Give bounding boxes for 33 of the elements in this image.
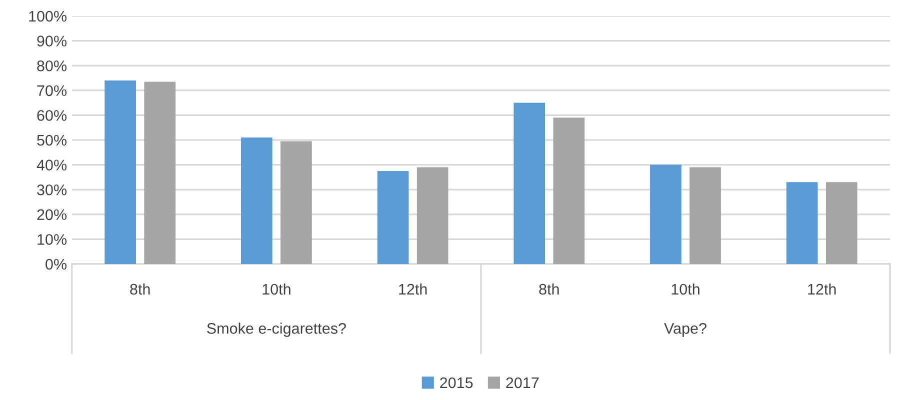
y-tick-label: 40%	[36, 160, 67, 170]
legend-label: 2017	[506, 377, 539, 388]
x-tick-label: 8th	[539, 283, 559, 295]
bar	[377, 171, 409, 264]
bar	[280, 141, 312, 264]
x-tick-label: 10th	[672, 283, 700, 295]
y-tick-label: 20%	[37, 209, 67, 220]
legend-label: 2015	[440, 377, 473, 388]
text: Vape?	[664, 323, 706, 337]
bar	[104, 80, 136, 264]
x-tick-label: 8th	[130, 283, 150, 295]
y-tick-label: 100%	[29, 10, 67, 22]
y-tick-label: 70%	[37, 85, 67, 96]
y-tick-label: 60%	[37, 110, 67, 121]
bar	[786, 182, 818, 264]
bar	[690, 167, 721, 264]
x-tick-label: 12th	[399, 283, 427, 295]
bar	[650, 164, 682, 264]
x-tick-label: 12th	[808, 283, 836, 295]
bar	[514, 102, 546, 264]
text: Smoke e-cigarettes?	[207, 322, 346, 337]
y-tick-label: 0%	[46, 258, 67, 270]
bar	[826, 182, 858, 264]
y-tick-label: 10%	[38, 234, 67, 245]
y-tick-label: 30%	[37, 184, 67, 196]
y-tick-label: 50%	[37, 134, 67, 146]
y-tick-label: 80%	[37, 60, 67, 72]
bar	[553, 118, 585, 264]
y-tick-label: 90%	[37, 36, 67, 46]
x-tick-label: 10th	[262, 283, 290, 295]
bar	[240, 138, 272, 264]
bar	[144, 82, 176, 264]
bar	[416, 167, 448, 264]
